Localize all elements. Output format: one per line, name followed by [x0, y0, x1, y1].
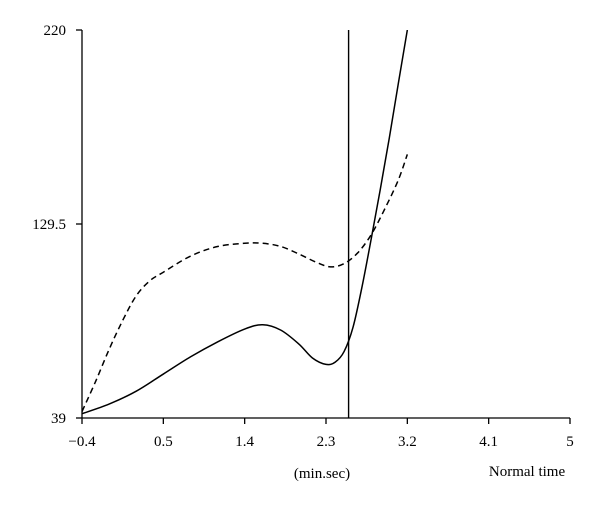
x-axis-label: (min.sec) [294, 466, 350, 482]
x-tick-label: 3.2 [398, 434, 417, 450]
x-tick-label: 5 [566, 434, 574, 450]
x-axis-label-right: Normal time [489, 464, 566, 480]
x-tick-label: −0.4 [68, 434, 96, 450]
axes [81, 30, 570, 419]
axis-labels: (min.sec) Normal time [294, 464, 566, 482]
ticks: −0.4 0.5 1.4 2.3 3.2 4.1 5 39 129.5 220 [32, 23, 574, 450]
x-tick-label: 0.5 [154, 434, 173, 450]
x-tick-label: 4.1 [479, 434, 498, 450]
y-tick-label: 39 [51, 411, 66, 427]
series-line-dashed [82, 154, 409, 412]
x-tick-label: 2.3 [317, 434, 336, 450]
x-tick-label: 1.4 [235, 434, 254, 450]
y-tick-label: 220 [44, 23, 67, 39]
y-tick-label: 129.5 [32, 217, 66, 233]
series-line-solid [82, 30, 409, 415]
series-layer [82, 30, 409, 418]
